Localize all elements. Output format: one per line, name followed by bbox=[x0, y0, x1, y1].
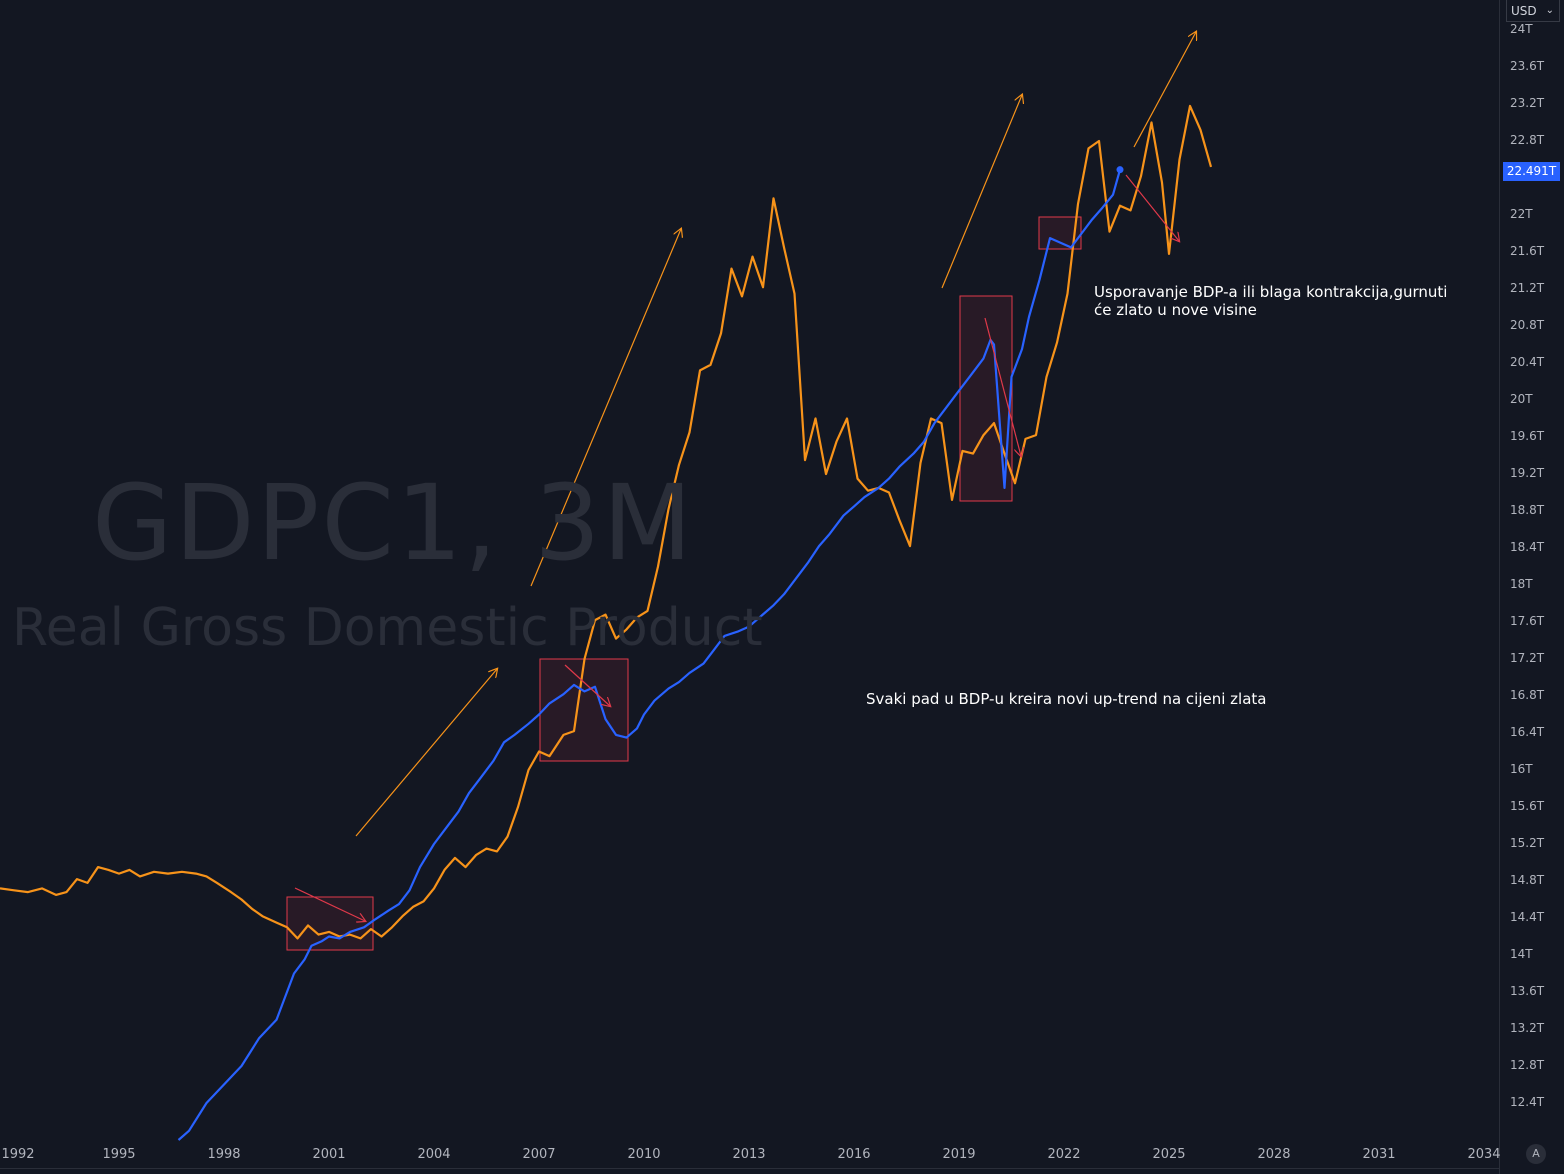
x-tick-label: 2007 bbox=[522, 1147, 556, 1162]
y-tick-label: 18.4T bbox=[1510, 540, 1545, 554]
uptrend-arrow[interactable] bbox=[530, 229, 681, 587]
downtrend-arrow[interactable] bbox=[984, 317, 1021, 456]
y-tick-label: 17.2T bbox=[1510, 651, 1545, 665]
annotation-middle: Svaki pad u BDP-u kreira novi up-trend n… bbox=[866, 690, 1267, 708]
y-tick-label: 23.6T bbox=[1510, 59, 1545, 73]
currency-selector[interactable]: USD ⌄ bbox=[1506, 0, 1560, 22]
x-tick-label: 2031 bbox=[1362, 1147, 1396, 1162]
annotation-top-right-line1: Usporavanje BDP-a ili blaga kontrakcija,… bbox=[1094, 283, 1448, 301]
downtrend-arrow[interactable] bbox=[1125, 174, 1179, 241]
y-tick-label: 14T bbox=[1510, 947, 1533, 961]
y-tick-label: 14.8T bbox=[1510, 873, 1545, 887]
uptrend-arrow[interactable] bbox=[1133, 32, 1196, 148]
downtrend-arrow[interactable] bbox=[294, 887, 365, 921]
x-tick-label: 2019 bbox=[942, 1147, 976, 1162]
watermark-title: GDPC1, 3M bbox=[92, 462, 695, 584]
y-tick-label: 16.8T bbox=[1510, 688, 1545, 702]
y-tick-label: 20.8T bbox=[1510, 318, 1545, 332]
x-tick-label: 2001 bbox=[312, 1147, 346, 1162]
x-tick-label: 2010 bbox=[627, 1147, 661, 1162]
y-tick-label: 22.8T bbox=[1510, 133, 1545, 147]
y-tick-label: 19.2T bbox=[1510, 466, 1545, 480]
x-tick-label: 2025 bbox=[1152, 1147, 1186, 1162]
time-axis-border bbox=[0, 1168, 1500, 1169]
y-tick-label: 12.4T bbox=[1510, 1095, 1545, 1109]
annotation-top-right-line2: će zlato u nove visine bbox=[1094, 301, 1257, 319]
y-tick-label: 12.8T bbox=[1510, 1058, 1545, 1072]
x-tick-label: 2004 bbox=[417, 1147, 451, 1162]
annotation-top-right: Usporavanje BDP-a ili blaga kontrakcija,… bbox=[1094, 283, 1447, 319]
y-tick-label: 13.6T bbox=[1510, 984, 1545, 998]
y-tick-label: 16T bbox=[1510, 762, 1533, 776]
y-tick-label: 23.2T bbox=[1510, 96, 1545, 110]
highlight-boxes bbox=[286, 216, 1082, 951]
y-tick-label: 16.4T bbox=[1510, 725, 1545, 739]
y-tick-label: 20T bbox=[1510, 392, 1533, 406]
x-tick-label: 2028 bbox=[1257, 1147, 1291, 1162]
auto-scale-button[interactable]: A bbox=[1526, 1144, 1546, 1164]
y-tick-label: 15.2T bbox=[1510, 836, 1545, 850]
y-tick-label: 21.2T bbox=[1510, 281, 1545, 295]
uptrend-arrow[interactable] bbox=[941, 95, 1022, 289]
currency-label: USD bbox=[1511, 4, 1537, 18]
highlight-box[interactable] bbox=[286, 896, 374, 951]
y-tick-label: 15.6T bbox=[1510, 799, 1545, 813]
y-tick-label: 14.4T bbox=[1510, 910, 1545, 924]
x-tick-label: 2013 bbox=[732, 1147, 766, 1162]
x-tick-label: 2034 bbox=[1467, 1147, 1501, 1162]
last-value-badge: 22.491T bbox=[1503, 162, 1560, 181]
y-tick-label: 18T bbox=[1510, 577, 1533, 591]
chevron-down-icon: ⌄ bbox=[1545, 5, 1554, 16]
y-tick-label: 17.6T bbox=[1510, 614, 1545, 628]
y-tick-label: 19.6T bbox=[1510, 429, 1545, 443]
highlight-box[interactable] bbox=[539, 658, 629, 762]
downtrend-arrow[interactable] bbox=[564, 664, 610, 706]
price-axis[interactable] bbox=[1499, 0, 1564, 1174]
y-tick-label: 21.6T bbox=[1510, 244, 1545, 258]
watermark-subtitle: Real Gross Domestic Product bbox=[12, 598, 763, 658]
gold-series-line[interactable] bbox=[0, 104, 1213, 940]
gdp-last-point bbox=[1116, 166, 1124, 174]
x-tick-label: 1995 bbox=[102, 1147, 136, 1162]
x-tick-label: 2016 bbox=[837, 1147, 871, 1162]
uptrend-arrow[interactable] bbox=[355, 669, 497, 837]
y-tick-label: 20.4T bbox=[1510, 355, 1545, 369]
y-tick-label: 13.2T bbox=[1510, 1021, 1545, 1035]
x-tick-label: 1998 bbox=[207, 1147, 241, 1162]
y-tick-label: 24T bbox=[1510, 22, 1533, 36]
y-tick-label: 18.8T bbox=[1510, 503, 1545, 517]
x-tick-label: 2022 bbox=[1047, 1147, 1081, 1162]
y-tick-label: 22T bbox=[1510, 207, 1533, 221]
trend-arrows bbox=[294, 32, 1196, 921]
x-tick-label: 1992 bbox=[1, 1147, 35, 1162]
